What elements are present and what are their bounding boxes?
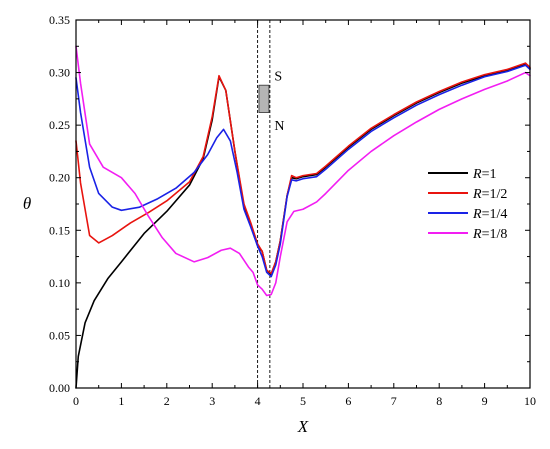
y-tick-label-7: 0.35 — [49, 13, 70, 27]
y-tick-label-5: 0.25 — [49, 118, 70, 132]
annotation-label-s: S — [274, 70, 282, 85]
x-axis-title: X — [297, 417, 309, 436]
x-tick-label-4: 4 — [255, 394, 261, 408]
legend-label-1: R=1 — [472, 167, 496, 182]
series-line-4 — [75, 45, 531, 297]
legend-label-2: R=1/2 — [472, 187, 507, 202]
x-tick-label-8: 8 — [436, 394, 442, 408]
x-tick-label-9: 9 — [482, 394, 488, 408]
series-line-3 — [75, 64, 531, 278]
legend-label-3: R=1/4 — [472, 207, 507, 222]
legend: R=1 R=1/2 R=1/4 R=1/8 — [428, 167, 507, 242]
y-tick-label-1: 0.05 — [49, 328, 70, 342]
x-tick-label-3: 3 — [209, 394, 215, 408]
x-tick-label-5: 5 — [300, 394, 306, 408]
series-layer — [75, 45, 531, 389]
y-tick-label-4: 0.20 — [49, 171, 70, 185]
x-tick-label-6: 6 — [345, 394, 351, 408]
series-line-2 — [75, 62, 531, 275]
x-tick-label-2: 2 — [164, 394, 170, 408]
y-tick-label-2: 0.10 — [49, 276, 70, 290]
annotation-label-n: N — [274, 119, 284, 134]
x-tick-label-10: 10 — [524, 394, 536, 408]
y-tick-label-6: 0.30 — [49, 66, 70, 80]
plot-frame — [75, 19, 531, 389]
annotation-layer: SN — [257, 20, 285, 388]
y-axis-title: θ — [23, 194, 31, 213]
x-tick-label-1: 1 — [118, 394, 124, 408]
y-tick-label-0: 0.00 — [49, 381, 70, 395]
series-line-1 — [75, 63, 531, 389]
x-tick-label-7: 7 — [391, 394, 397, 408]
y-tick-label-3: 0.15 — [49, 223, 70, 237]
legend-label-4: R=1/8 — [472, 227, 507, 242]
annotation-band — [258, 84, 270, 113]
axes-layer: 0 1 2 3 4 5 6 7 8 9 10 0.00 0.05 0.10 0.15 0.20 0.25 0.30… — [23, 13, 536, 436]
x-tick-label-0: 0 — [73, 394, 79, 408]
